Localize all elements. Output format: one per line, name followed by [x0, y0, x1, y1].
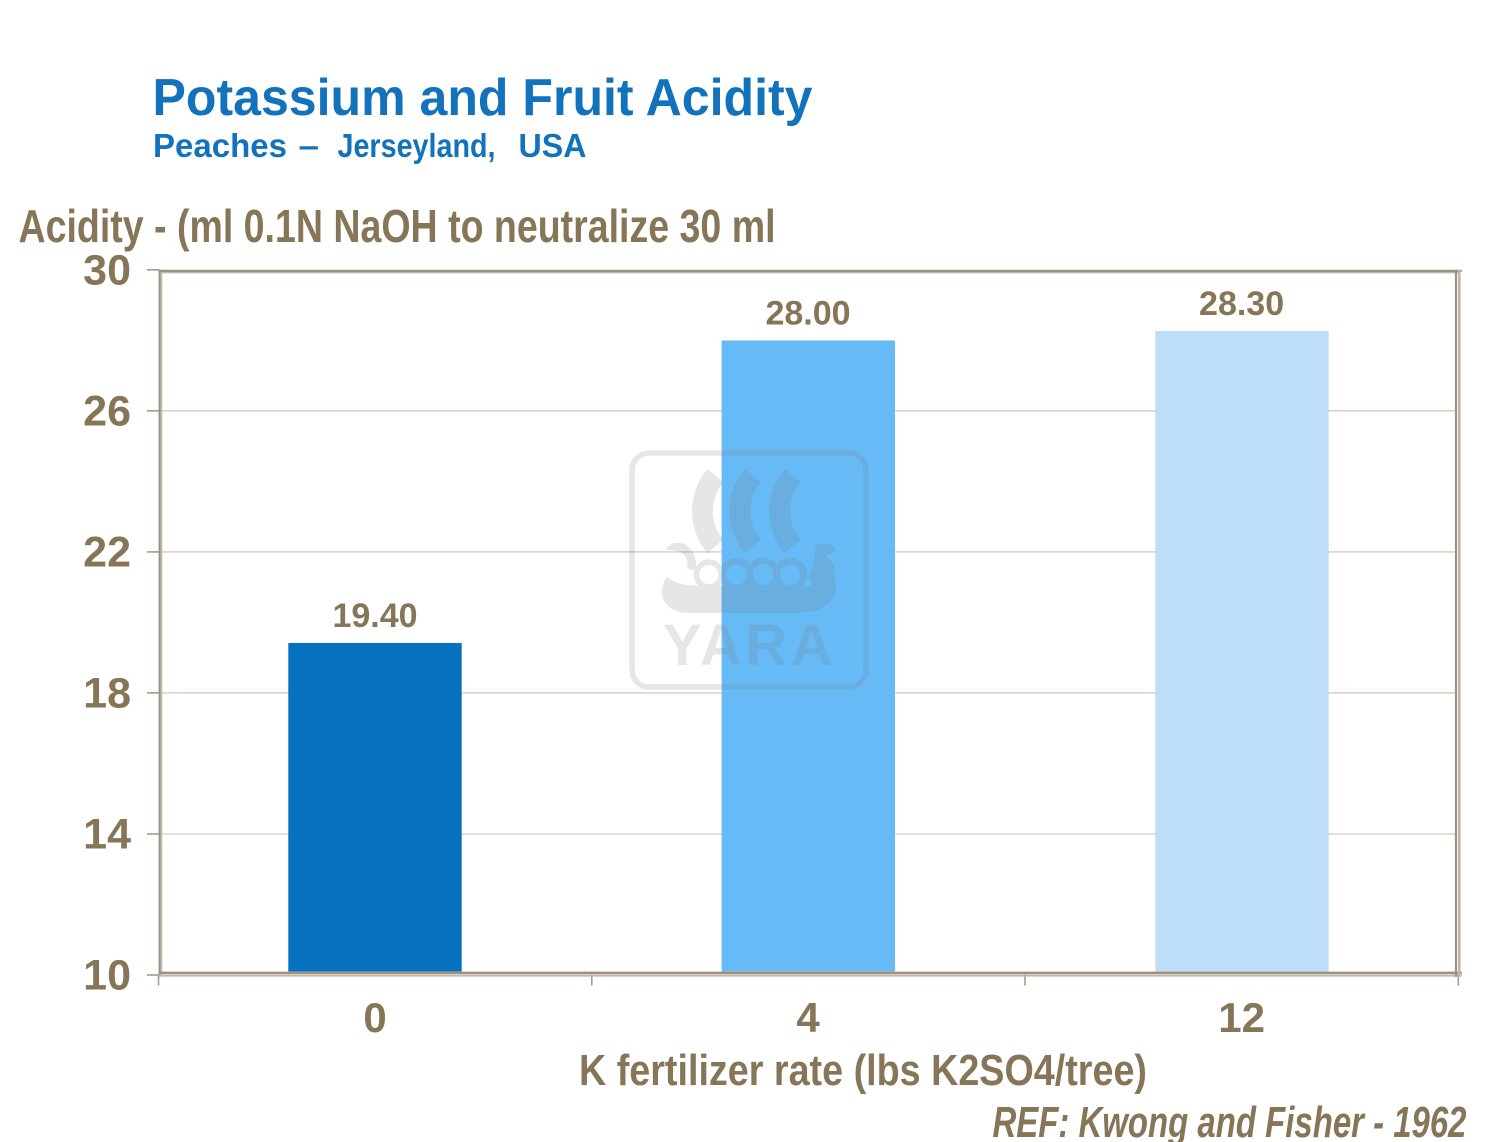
svg-text:USA: USA [519, 127, 587, 164]
svg-text:4: 4 [796, 994, 820, 1041]
svg-text:28.00: 28.00 [765, 295, 850, 333]
svg-text:Acidity - (ml 0.1N NaOH to neu: Acidity - (ml 0.1N NaOH to neutralize 30… [19, 200, 776, 252]
svg-text:–: – [299, 127, 320, 164]
svg-text:22: 22 [83, 529, 131, 577]
svg-text:Potassium and Fruit Acidity: Potassium and Fruit Acidity [153, 69, 813, 127]
svg-text:K fertilizer rate (lbs K2SO4/t: K fertilizer rate (lbs K2SO4/tree) [579, 1046, 1147, 1095]
svg-text:18: 18 [83, 670, 131, 718]
svg-text:26: 26 [83, 388, 131, 436]
svg-text:12: 12 [1218, 994, 1265, 1041]
svg-text:REF: Kwong and Fisher - 1962: REF: Kwong and Fisher - 1962 [993, 1098, 1467, 1142]
svg-text:0: 0 [363, 994, 386, 1041]
svg-text:Peaches: Peaches [153, 127, 287, 164]
svg-text:28.30: 28.30 [1199, 285, 1284, 323]
svg-text:30: 30 [83, 247, 131, 295]
svg-text:19.40: 19.40 [332, 597, 417, 635]
svg-text:YARA: YARA [663, 613, 836, 678]
svg-text:14: 14 [83, 811, 131, 859]
svg-text:10: 10 [83, 952, 131, 1000]
svg-text:Jerseyland,: Jerseyland, [338, 127, 496, 164]
